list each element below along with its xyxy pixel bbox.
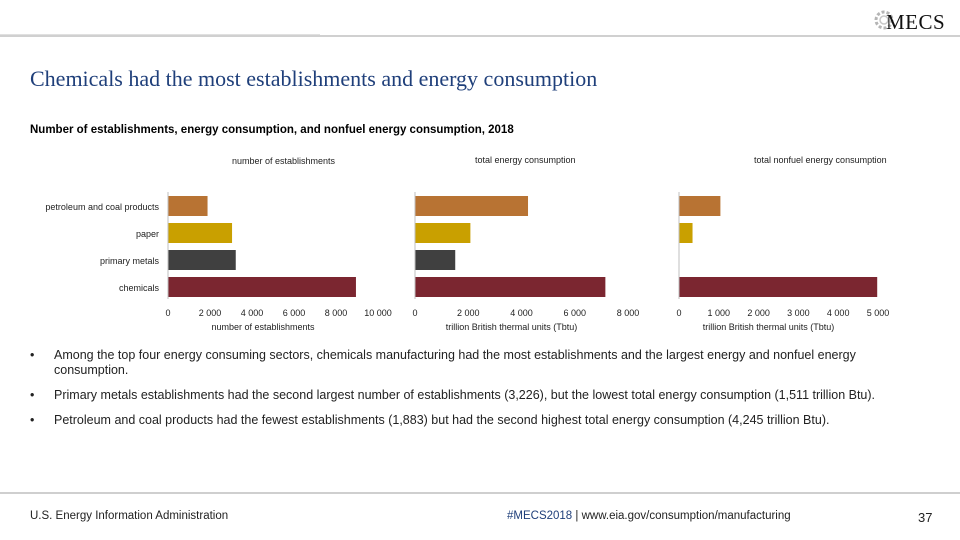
tick-label: 4 000 (510, 308, 533, 318)
logo-text: MECS (886, 10, 946, 34)
bullet-item: • Primary metals establishments had the s… (30, 388, 930, 403)
bar (415, 277, 606, 297)
header-rule (0, 35, 960, 37)
header-rule-light (0, 34, 320, 35)
axis-label: trillion British thermal units (Tbtu) (703, 322, 835, 332)
website-link[interactable]: www.eia.gov/consumption/manufacturing (581, 510, 791, 522)
panel-header: total energy consumption (475, 155, 576, 165)
bar (679, 223, 693, 243)
bar (168, 277, 356, 297)
tick-label: 0 (165, 308, 170, 318)
tick-label: 2 000 (457, 308, 480, 318)
bar (415, 223, 471, 243)
category-label: paper (136, 229, 159, 239)
hashtag-link[interactable]: #MECS2018 (507, 510, 573, 522)
bullet-text: Among the top four energy consuming sect… (54, 348, 856, 377)
tick-label: 3 000 (787, 308, 810, 318)
gear-icon (874, 10, 894, 30)
axis-label: number of establishments (211, 322, 315, 332)
bar (679, 277, 878, 297)
footer-links: #MECS2018 | www.eia.gov/consumption/manu… (507, 510, 791, 522)
footer-separator: | (572, 510, 582, 522)
tick-label: 2 000 (747, 308, 770, 318)
bar (168, 223, 233, 243)
tick-label: 8 000 (325, 308, 348, 318)
chart-area: petroleum and coal products paper primary … (45, 155, 890, 332)
bar (679, 196, 721, 216)
tick-label: 2 000 (199, 308, 222, 318)
bullet-text: Petroleum and coal products had the fewe… (54, 413, 830, 427)
mecs-logo: MECS (872, 4, 952, 34)
bullet-marker: • (30, 348, 35, 362)
bullet-item: • Petroleum and coal products had the few… (30, 413, 930, 428)
chart-title: Number of establishments, energy consump… (30, 124, 514, 136)
tick-label: 8 000 (617, 308, 640, 318)
tick-label: 1 000 (708, 308, 731, 318)
tick-label: 4 000 (241, 308, 264, 318)
tick-label: 5 000 (867, 308, 890, 318)
bullet-marker: • (30, 388, 35, 402)
tick-label: 6 000 (283, 308, 306, 318)
bullet-item: • Among the top four energy consuming sec… (30, 348, 930, 378)
panel-header: number of establishments (232, 156, 336, 166)
bar (168, 250, 236, 270)
footer-rule (0, 492, 960, 494)
tick-label: 0 (676, 308, 681, 318)
page-number: 37 (918, 510, 933, 525)
category-label: primary metals (100, 256, 160, 266)
tick-label: 10 000 (364, 308, 392, 318)
bar (415, 250, 456, 270)
bullet-marker: • (30, 413, 35, 427)
tick-label: 6 000 (563, 308, 586, 318)
bar (168, 196, 208, 216)
page-title: Chemicals had the most establishments an… (30, 66, 598, 91)
tick-label: 4 000 (827, 308, 850, 318)
panel-header: total nonfuel energy consumption (754, 155, 887, 165)
category-label: chemicals (119, 283, 160, 293)
axis-label: trillion British thermal units (Tbtu) (446, 322, 578, 332)
bullet-text: Primary metals establishments had the se… (54, 388, 876, 402)
bullet-list: • Among the top four energy consuming sec… (30, 348, 930, 438)
footer-source: U.S. Energy Information Administration (30, 510, 229, 522)
category-label: petroleum and coal products (45, 202, 159, 212)
tick-label: 0 (412, 308, 417, 318)
bar (415, 196, 529, 216)
